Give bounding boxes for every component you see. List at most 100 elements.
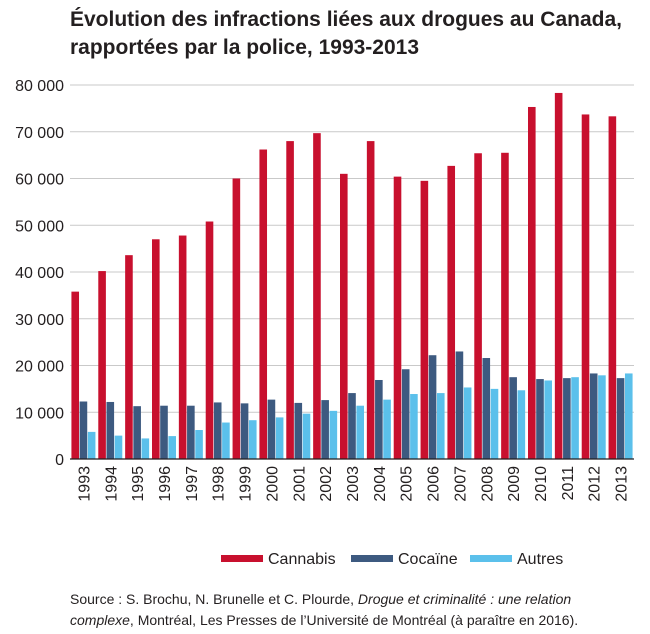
bar-cannabis-1996 (152, 239, 160, 459)
bar-cocane-2013 (616, 378, 625, 459)
bar-cannabis-1994 (98, 271, 106, 459)
y-tick-label: 40 000 (15, 265, 64, 282)
bar-cocane-2003 (348, 393, 356, 459)
y-tick-label: 10 000 (15, 405, 64, 422)
x-tick-label: 2004 (372, 466, 389, 502)
bar-cocane-2008 (482, 358, 491, 459)
bar-cannabis-2000 (259, 149, 268, 459)
bar-autres-1993 (87, 431, 96, 459)
y-tick-label: 20 000 (15, 359, 64, 376)
source-book-title-2: complexe (70, 612, 130, 628)
bar-autres-2008 (490, 388, 499, 459)
bar-cocane-1995 (133, 406, 141, 459)
bar-autres-2005 (410, 394, 418, 459)
bar-autres-2002 (329, 410, 338, 459)
y-tick-label: 60 000 (15, 172, 64, 189)
bar-cannabis-1993 (71, 291, 80, 459)
y-axis-tick-labels: 0 10 000 20 000 30 000 40 000 50 000 60 000 70 … (15, 78, 64, 469)
bar-autres-1996 (168, 436, 176, 459)
chart-title-line-1: Évolution des infractions liées aux drog… (70, 8, 622, 31)
legend-swatch-cocane (351, 555, 393, 562)
x-tick-label: 2006 (426, 466, 443, 502)
x-tick-label: 2012 (587, 466, 604, 502)
bar-autres-2012 (598, 375, 606, 459)
bar-cocane-2004 (375, 379, 383, 459)
source-prefix: Source : S. Brochu, N. Brunelle et C. Pl… (70, 591, 358, 607)
bar-cannabis-2002 (313, 133, 321, 459)
bar-cannabis-2009 (501, 152, 509, 459)
bar-cocane-2009 (509, 377, 517, 459)
bar-cocane-1996 (160, 405, 168, 459)
legend-swatch-cannabis (221, 555, 263, 562)
bar-autres-1995 (141, 438, 150, 459)
x-tick-label: 2005 (399, 466, 416, 502)
bar-autres-2001 (302, 413, 311, 459)
bar-autres-2009 (517, 390, 526, 459)
x-tick-label: 1995 (130, 466, 147, 502)
bar-autres-1999 (248, 420, 257, 459)
bars (71, 92, 633, 459)
x-tick-label: 2001 (291, 466, 308, 502)
bar-cocane-2010 (536, 379, 544, 459)
x-tick-label: 1993 (76, 466, 93, 502)
bar-cannabis-2013 (608, 116, 617, 459)
bar-cocane-1993 (79, 401, 88, 459)
source-note: Source : S. Brochu, N. Brunelle et C. Pl… (70, 589, 640, 631)
bar-cocane-2006 (428, 355, 437, 459)
bar-autres-2011 (571, 377, 579, 459)
bar-cocane-2011 (563, 378, 571, 459)
chart-title: Évolution des infractions liées aux drog… (70, 6, 645, 62)
y-tick-label: 70 000 (15, 125, 64, 142)
bar-cannabis-2011 (554, 92, 563, 459)
bar-autres-2007 (463, 387, 472, 459)
legend-label-autres: Autres (517, 551, 563, 568)
source-book-title-1: Drogue et criminalité : une relation (357, 591, 572, 607)
bar-cocane-1999 (240, 403, 249, 459)
bar-cannabis-2001 (286, 141, 294, 459)
y-tick-label: 30 000 (15, 312, 64, 329)
chart-title-line-2: rapportées par la police, 1993-2013 (70, 36, 420, 59)
bar-cannabis-2003 (340, 173, 348, 459)
x-tick-label: 2000 (264, 466, 281, 502)
x-tick-label: 2003 (345, 466, 362, 502)
bar-cannabis-1995 (125, 255, 133, 459)
x-tick-label: 2002 (318, 466, 335, 502)
bar-cannabis-2004 (366, 141, 375, 459)
bar-autres-2013 (624, 373, 633, 459)
x-tick-label: 1997 (184, 466, 201, 502)
legend: Cannabis Cocaïne Autres (221, 551, 563, 568)
bar-autres-2006 (436, 393, 445, 459)
y-tick-label: 0 (55, 452, 64, 469)
x-tick-label: 1994 (103, 466, 120, 502)
bar-cannabis-1998 (205, 221, 214, 459)
bar-chart: 0 10 000 20 000 30 000 40 000 50 000 60 000 70 … (15, 78, 634, 568)
bar-cocane-2001 (294, 402, 303, 459)
bar-cocane-2000 (267, 399, 276, 459)
x-tick-label: 1998 (211, 466, 228, 502)
bar-autres-1994 (114, 435, 123, 459)
y-tick-label: 80 000 (15, 78, 64, 95)
bar-cocane-2002 (321, 400, 329, 459)
bar-cocane-1998 (213, 402, 222, 459)
bar-cannabis-1999 (232, 178, 241, 459)
bar-cocane-2007 (455, 351, 464, 459)
x-axis-tick-labels: 1993 1994 1995 1996 1997 1998 1999 2000 2001 2002… (76, 466, 630, 502)
bar-cocane-1994 (106, 401, 115, 459)
legend-swatch-autres (470, 555, 512, 562)
bar-autres-1998 (222, 422, 230, 459)
x-tick-label: 1999 (238, 466, 255, 502)
bar-autres-1997 (195, 430, 203, 459)
bar-cocane-1997 (187, 405, 195, 459)
x-tick-label: 1996 (157, 466, 174, 502)
bar-cocane-2005 (401, 369, 410, 459)
bar-cannabis-2005 (393, 176, 402, 459)
x-tick-label: 2010 (533, 466, 550, 502)
bar-autres-2003 (356, 405, 364, 459)
bar-cannabis-2007 (447, 165, 456, 459)
x-tick-label: 2008 (479, 466, 496, 502)
legend-label-cocane: Cocaïne (398, 551, 458, 568)
x-tick-label: 2007 (452, 466, 469, 502)
bar-cannabis-2006 (420, 180, 429, 459)
x-tick-label: 2011 (560, 466, 577, 501)
bar-autres-2010 (544, 380, 552, 459)
